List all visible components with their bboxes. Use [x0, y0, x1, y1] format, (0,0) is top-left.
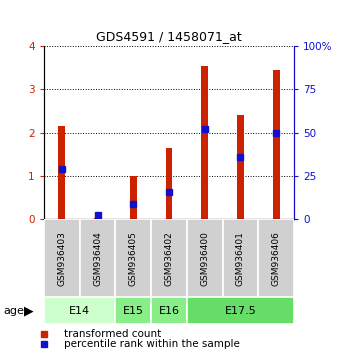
Bar — [166, 148, 172, 219]
Title: GDS4591 / 1458071_at: GDS4591 / 1458071_at — [96, 30, 242, 44]
Text: GSM936400: GSM936400 — [200, 231, 209, 286]
Text: E14: E14 — [69, 306, 90, 316]
Text: ▶: ▶ — [24, 304, 33, 317]
Text: GSM936402: GSM936402 — [165, 231, 173, 286]
Bar — [44, 219, 80, 297]
Bar — [258, 219, 294, 297]
Bar — [115, 219, 151, 297]
Bar — [151, 219, 187, 297]
Bar — [58, 126, 65, 219]
Bar — [115, 297, 151, 324]
Bar — [187, 219, 223, 297]
Bar — [80, 219, 115, 297]
Text: transformed count: transformed count — [64, 329, 161, 339]
Bar — [187, 297, 294, 324]
Bar — [151, 297, 187, 324]
Bar — [201, 65, 208, 219]
Text: percentile rank within the sample: percentile rank within the sample — [64, 339, 240, 349]
Text: GSM936401: GSM936401 — [236, 231, 245, 286]
Bar — [44, 297, 115, 324]
Bar — [94, 218, 101, 219]
Text: E15: E15 — [123, 306, 144, 316]
Text: age: age — [3, 306, 24, 316]
Bar — [223, 219, 258, 297]
Text: E16: E16 — [159, 306, 179, 316]
Text: GSM936406: GSM936406 — [272, 231, 281, 286]
Bar — [237, 115, 244, 219]
Text: GSM936405: GSM936405 — [129, 231, 138, 286]
Text: GSM936404: GSM936404 — [93, 231, 102, 286]
Bar — [273, 70, 280, 219]
Text: GSM936403: GSM936403 — [57, 231, 66, 286]
Text: E17.5: E17.5 — [224, 306, 256, 316]
Bar — [130, 176, 137, 219]
